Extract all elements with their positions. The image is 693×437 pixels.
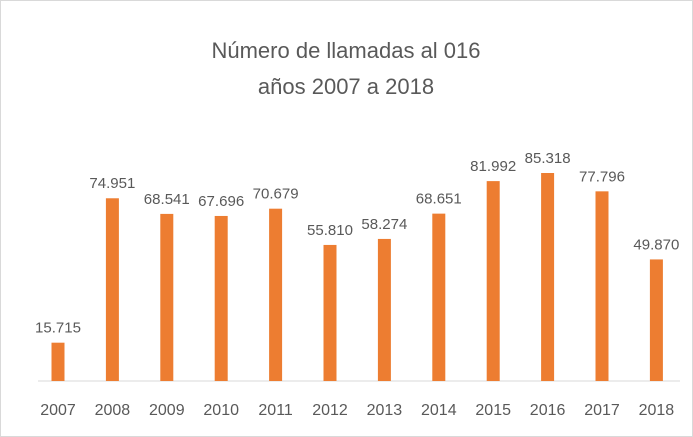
x-tick-label: 2012: [312, 402, 348, 419]
x-tick-label: 2009: [149, 402, 185, 419]
data-label: 15.715: [35, 320, 81, 337]
x-tick-label: 2010: [203, 402, 239, 419]
x-tick-label: 2018: [639, 402, 675, 419]
data-label: 85.318: [525, 150, 571, 167]
bar: [377, 238, 391, 381]
bar: [160, 213, 174, 381]
data-label: 49.870: [633, 236, 679, 253]
bar: [649, 259, 663, 381]
chart-subtitle: años 2007 a 2018: [258, 74, 434, 99]
data-label: 81.992: [470, 158, 516, 175]
data-label: 68.651: [416, 191, 462, 208]
x-tick-label: 2011: [258, 402, 293, 419]
x-tick-label: 2014: [421, 402, 457, 419]
bar: [214, 215, 228, 381]
bar: [105, 198, 119, 381]
data-label: 58.274: [361, 216, 407, 233]
x-tick-label: 2007: [40, 402, 76, 419]
bar: [486, 181, 500, 381]
bar: [269, 208, 283, 381]
bar: [595, 191, 609, 381]
bar: [432, 213, 446, 381]
bar: [51, 342, 65, 381]
bar: [541, 173, 555, 381]
data-label: 70.679: [253, 186, 299, 203]
chart-title: Número de llamadas al 016: [211, 38, 480, 63]
data-label: 55.810: [307, 222, 353, 239]
data-label: 77.796: [579, 168, 625, 185]
x-tick-label: 2008: [95, 402, 131, 419]
x-tick-label: 2017: [584, 402, 620, 419]
data-label: 67.696: [198, 193, 244, 210]
bar: [323, 244, 337, 381]
x-tick-label: 2015: [475, 402, 511, 419]
data-label: 68.541: [144, 191, 190, 208]
x-tick-label: 2013: [367, 402, 403, 419]
data-label: 74.951: [89, 175, 135, 192]
x-tick-label: 2016: [530, 402, 566, 419]
